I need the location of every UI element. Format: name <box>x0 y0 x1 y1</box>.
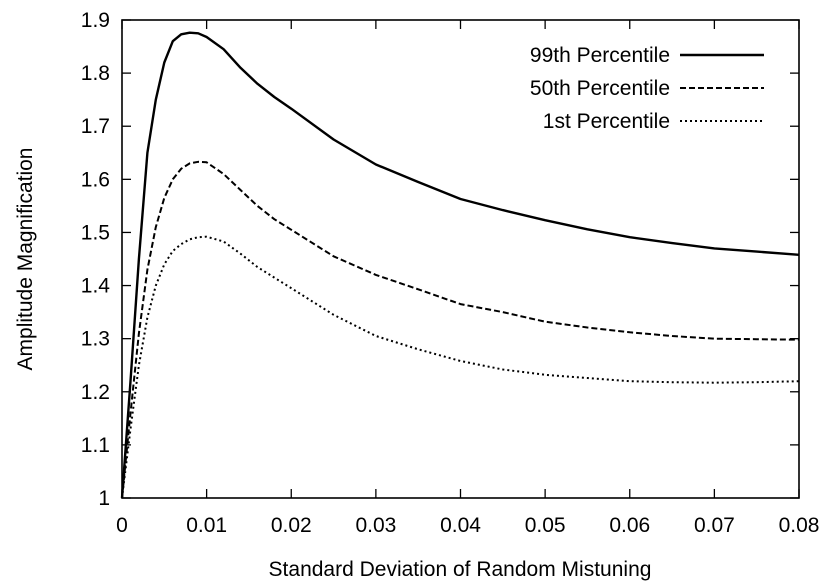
y-tick-label: 1.6 <box>81 168 110 191</box>
y-tick-label: 1.3 <box>81 328 110 351</box>
plot-area-frame <box>121 19 800 499</box>
series-line-1 <box>120 31 800 499</box>
x-tick-label: 0.05 <box>525 514 566 537</box>
series-line-2 <box>121 160 800 499</box>
x-tick-label: 0.01 <box>186 514 227 537</box>
legend-label-1: 99th Percentile <box>530 44 670 67</box>
x-tick-label: 0.06 <box>609 514 650 537</box>
series-lines <box>120 31 800 499</box>
legend: 99th Percentile 50th Percentile 1st Percen… <box>530 44 764 133</box>
x-tick-label: 0.07 <box>694 514 735 537</box>
axis-ticks: 0 0.01 0.02 0.03 0.04 0.05 0.06 0.07 0.08 1 1.1 1.2… <box>81 9 820 537</box>
y-tick-label: 1 <box>98 487 110 510</box>
x-tick-label: 0.04 <box>440 514 481 537</box>
y-tick-label: 1.4 <box>81 275 111 298</box>
y-tick-label: 1.7 <box>81 115 110 138</box>
y-tick-label: 1.9 <box>81 9 110 32</box>
y-tick-label: 1.5 <box>81 221 110 244</box>
legend-label-2: 50th Percentile <box>530 77 670 100</box>
x-tick-label: 0 <box>116 514 128 537</box>
legend-label-3: 1st Percentile <box>543 110 670 133</box>
series-line-3 <box>121 235 800 499</box>
y-tick-label: 1.1 <box>81 434 110 457</box>
y-tick-label: 1.2 <box>81 381 110 404</box>
y-axis-label: Amplitude Magnification <box>14 148 37 371</box>
x-tick-label: 0.02 <box>271 514 312 537</box>
x-axis-label: Standard Deviation of Random Mistuning <box>269 558 652 581</box>
x-tick-label: 0.03 <box>355 514 396 537</box>
x-tick-label: 0.08 <box>779 514 820 537</box>
y-tick-label: 1.8 <box>81 62 110 85</box>
